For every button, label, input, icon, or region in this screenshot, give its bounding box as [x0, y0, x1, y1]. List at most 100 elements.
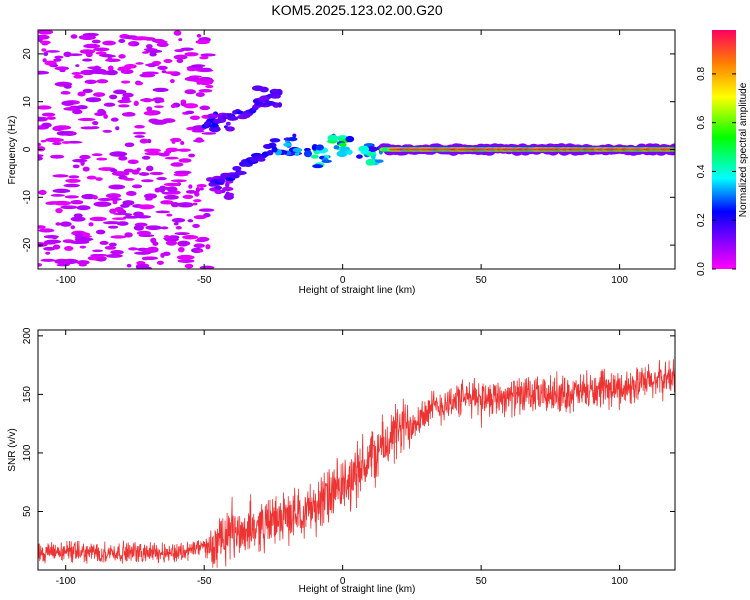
- spectrogram-noise-blob: [95, 51, 107, 55]
- spectrogram-noise-blob: [114, 206, 124, 213]
- spectrogram-noise-blob: [177, 246, 185, 253]
- spectrogram-noise-blob: [104, 245, 117, 250]
- spectrogram-noise-blob: [44, 60, 57, 66]
- spectrogram-noise-blob: [110, 117, 119, 122]
- spectrogram-noise-blob: [41, 122, 52, 128]
- spectrogram-noise-blob: [149, 52, 157, 57]
- spectrogram-noise-blob: [102, 40, 116, 46]
- spectrogram-noise-blob: [173, 54, 188, 60]
- spectrogram-noise-blob: [38, 70, 50, 75]
- spectrogram-noise-blob: [79, 245, 87, 249]
- spectrogram-marks: [38, 30, 675, 269]
- spectrogram-noise-blob: [45, 251, 51, 255]
- spectrogram-noise-blob: [193, 215, 207, 220]
- spectrogram-arm-blob: [254, 101, 267, 107]
- spectrogram-noise-blob: [152, 97, 165, 102]
- spectrogram-noise-blob: [162, 251, 171, 256]
- spectrogram-noise-blob: [63, 183, 81, 188]
- spectrogram-feature-core: [310, 154, 319, 159]
- y-tick-label: 0: [22, 146, 33, 152]
- spectrogram-noise-blob: [73, 74, 84, 79]
- spectrogram-noise-blob: [80, 160, 85, 166]
- spectrogram-noise-blob: [170, 79, 175, 84]
- spectrogram-noise-blob: [76, 240, 90, 244]
- spectrogram-noise-blob: [138, 172, 150, 176]
- spectrogram-noise-blob: [38, 30, 54, 35]
- spectrogram-noise-blob: [99, 53, 113, 57]
- spectrogram-noise-blob: [65, 178, 81, 183]
- spectrogram-noise-blob: [145, 49, 163, 54]
- spectrogram-noise-blob: [43, 234, 59, 239]
- spectrogram-noise-blob: [38, 142, 42, 147]
- spectrogram-noise-blob: [191, 129, 205, 133]
- spectrogram-noise-blob: [158, 152, 170, 157]
- spectrogram-feature-core: [366, 152, 375, 157]
- spectrogram-noise-blob: [178, 38, 183, 42]
- spectrogram-noise-blob: [198, 80, 213, 86]
- spectrogram-noise-blob: [178, 158, 192, 163]
- spectrogram-noise-blob: [38, 263, 43, 267]
- spectrogram-noise-blob: [137, 204, 155, 210]
- spectrogram-feature-blob: [225, 126, 235, 132]
- spectrogram-noise-blob: [134, 251, 152, 255]
- y-tick-label: -10: [22, 190, 33, 205]
- spectrogram-noise-blob: [77, 91, 86, 97]
- spectrogram-noise-blob: [165, 240, 178, 246]
- spectrogram-noise-blob: [185, 110, 195, 115]
- spectrogram-noise-blob: [68, 175, 80, 179]
- spectrogram-noise-blob: [145, 165, 154, 172]
- spectrogram-noise-blob: [40, 139, 47, 143]
- spectrogram-noise-blob: [184, 76, 200, 82]
- spectrogram-noise-blob: [53, 125, 72, 131]
- spectrogram-noise-blob: [110, 235, 127, 239]
- spectrogram-noise-blob: [160, 226, 169, 230]
- x-tick-label: 50: [476, 275, 488, 286]
- spectrogram-x-axis-label: Height of straight line (km): [299, 285, 416, 296]
- spectrogram-noise-blob: [109, 209, 115, 213]
- spectrogram-noise-blob: [82, 32, 99, 37]
- y-tick-label: 10: [22, 96, 33, 108]
- spectrogram-noise-blob: [163, 194, 179, 200]
- spectrogram-noise-blob: [55, 222, 61, 226]
- spectrogram-noise-blob: [156, 42, 169, 47]
- spectrogram-noise-blob: [52, 174, 69, 178]
- spectrogram-noise-blob: [136, 261, 146, 265]
- spectrogram-noise-blob: [199, 56, 209, 60]
- spectrogram-noise-blob: [91, 39, 101, 44]
- spectrogram-noise-blob: [177, 240, 191, 247]
- colorbar-gradient: [712, 30, 736, 269]
- spectrogram-noise-blob: [146, 138, 152, 144]
- spectrogram-noise-blob: [170, 104, 176, 109]
- spectrogram-noise-blob: [52, 188, 71, 194]
- spectrogram-noise-blob: [184, 52, 199, 57]
- spectrogram-noise-blob: [120, 203, 130, 208]
- spectrogram-noise-blob: [195, 187, 201, 193]
- colorbar-tick-label: 0.8: [696, 67, 707, 81]
- spectrogram-noise-blob: [132, 36, 150, 41]
- spectrogram-noise-blob: [56, 130, 70, 136]
- spectrogram-noise-blob: [75, 64, 80, 68]
- spectrogram-noise-blob: [183, 103, 199, 109]
- x-tick-label: 100: [611, 275, 628, 286]
- spectrogram-noise-blob: [61, 141, 71, 144]
- spectrogram-noise-blob: [96, 79, 109, 84]
- spectrogram-noise-blob: [92, 120, 99, 126]
- spectrogram-feature-blob: [337, 137, 343, 141]
- snr-series-line: [38, 359, 675, 568]
- spectrogram-arm-blob: [251, 105, 259, 111]
- spectrogram-noise-blob: [166, 213, 173, 217]
- spectrogram-noise-blob: [89, 216, 107, 222]
- spectrogram-noise-blob: [38, 228, 55, 233]
- colorbar-label: Normalized spectral amplitude: [738, 82, 749, 217]
- spectrogram-noise-blob: [44, 239, 62, 244]
- spectrogram-noise-blob: [166, 186, 178, 192]
- spectrogram-feature-core: [283, 142, 292, 147]
- spectrogram-feature-blob: [356, 154, 363, 159]
- spectrogram-noise-blob: [196, 33, 202, 38]
- spectrogram-noise-blob: [184, 263, 194, 269]
- spectrogram-noise-blob: [199, 265, 215, 269]
- spectrogram-noise-blob: [134, 135, 145, 138]
- spectrogram-noise-blob: [156, 176, 167, 181]
- spectrogram-noise-blob: [136, 167, 141, 172]
- spectrogram-noise-blob: [85, 97, 102, 103]
